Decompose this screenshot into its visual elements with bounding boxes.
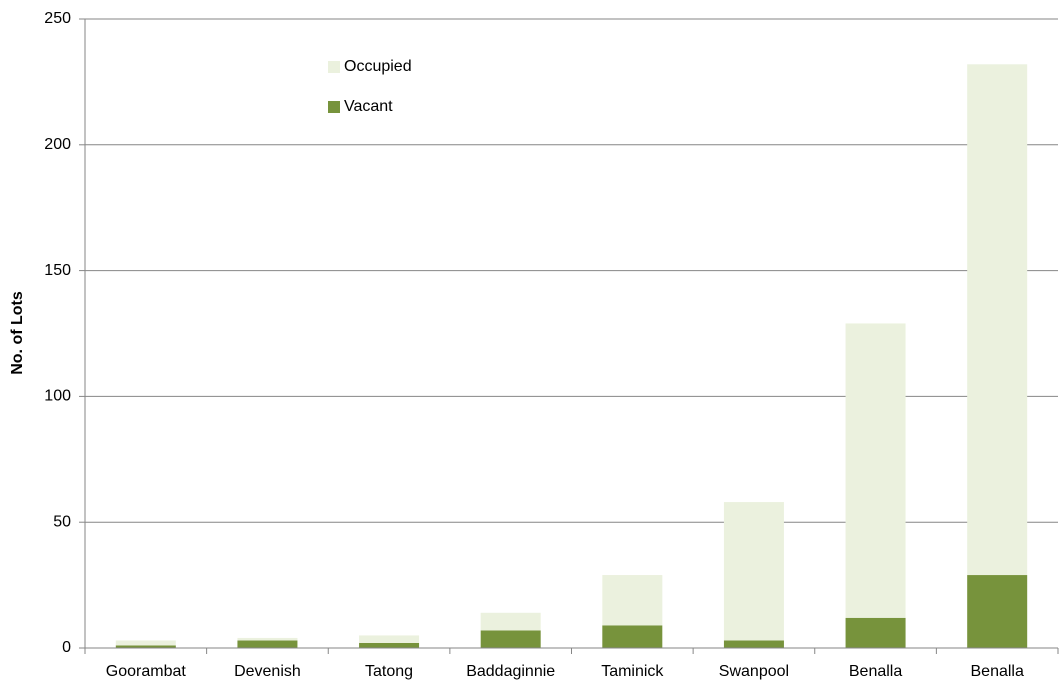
y-tick-label: 150 — [44, 262, 71, 279]
x-tick-label: Taminick — [601, 663, 664, 680]
bar-segment — [845, 323, 906, 618]
x-tick-label: Baddaginnie — [466, 663, 555, 680]
bar-segment — [115, 645, 176, 648]
y-tick-label: 0 — [62, 639, 71, 656]
x-tick-label: Benalla — [849, 663, 902, 680]
x-tick-label: Swanpool — [719, 663, 789, 680]
bar-segment — [480, 612, 541, 631]
x-tick-label: Tatong — [365, 663, 413, 680]
bar-segment — [359, 635, 420, 643]
bar-segment — [723, 640, 784, 648]
bar-segment — [723, 502, 784, 641]
bar-segment — [480, 630, 541, 648]
y-tick-label: 250 — [44, 10, 71, 27]
legend-swatch — [328, 101, 340, 113]
bar-segment — [602, 575, 663, 626]
bar-segment — [967, 575, 1028, 648]
legend-label: Vacant — [344, 98, 393, 115]
bar-segment — [602, 625, 663, 648]
y-tick-label: 200 — [44, 136, 71, 153]
y-axis-title: No. of Lots — [9, 291, 26, 375]
bar-segment — [237, 637, 298, 641]
x-tick-label: Benalla — [971, 663, 1024, 680]
bar-segment — [237, 640, 298, 648]
bar-segment — [967, 64, 1028, 576]
y-tick-label: 50 — [53, 513, 71, 530]
bar-segment — [359, 642, 420, 648]
bar-segment — [845, 617, 906, 648]
legend-swatch — [328, 61, 340, 73]
bar-segment — [115, 640, 176, 646]
legend-label: Occupied — [344, 58, 412, 75]
y-tick-label: 100 — [44, 388, 71, 405]
x-tick-label: Devenish — [234, 663, 301, 680]
x-tick-label: Goorambat — [106, 663, 187, 680]
